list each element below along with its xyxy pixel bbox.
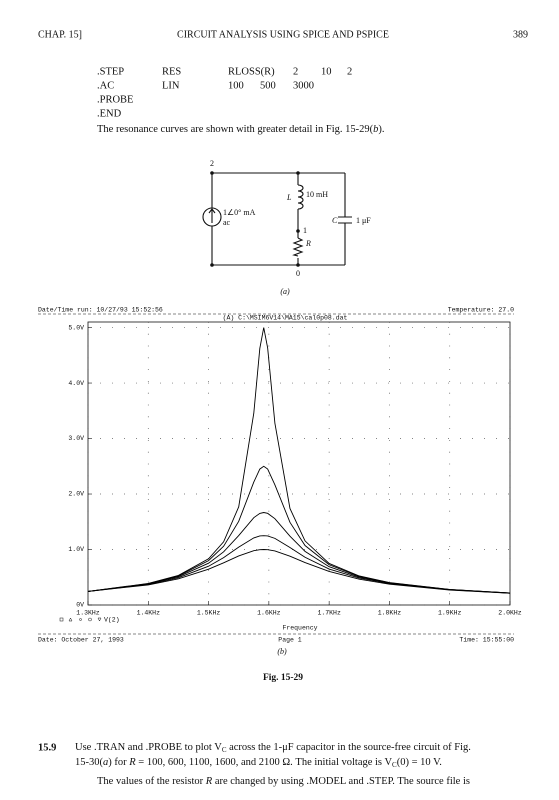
legend-symbol bbox=[68, 617, 73, 622]
x-tick-label: 1.3KHz bbox=[76, 610, 100, 617]
current-source bbox=[202, 207, 222, 227]
x-tick-label: 1.7KHz bbox=[317, 610, 341, 617]
legend-symbol bbox=[97, 617, 102, 622]
code-cell: .END bbox=[97, 108, 122, 119]
plot-header: Temperature: 27.0 bbox=[448, 307, 514, 314]
inductor bbox=[297, 184, 304, 210]
problem: 15.9 Use .TRAN and .PROBE to plot VC acr… bbox=[38, 742, 471, 768]
code-cell: LIN bbox=[162, 80, 180, 91]
plot-title: (A) C:\MSIM6V14\MA15\cal0p08.dat bbox=[223, 315, 348, 322]
plot-footer: Time: 15:55:00 bbox=[459, 637, 514, 644]
y-tick-label: 1.0V bbox=[68, 546, 84, 553]
x-tick-label: 1.6KHz bbox=[257, 610, 281, 617]
x-tick-label: 1.4KHz bbox=[137, 610, 161, 617]
problem-text: 15-30(a) for R = 100, 600, 1100, 1600, a… bbox=[75, 757, 442, 768]
source-arrow bbox=[208, 208, 216, 223]
intro: The resonance curves are shown with grea… bbox=[97, 124, 385, 135]
code: .STEP RES RLOSS(R) 2 10 2 .AC LIN 100 50… bbox=[97, 66, 352, 119]
x-tick-label: 1.9KHz bbox=[438, 610, 462, 617]
capacitor-label: C bbox=[332, 216, 338, 225]
code-cell: .STEP bbox=[97, 66, 124, 77]
code-cell: 2 bbox=[347, 66, 352, 77]
capacitor-value: 1 μF bbox=[356, 216, 371, 225]
x-tick-label: 2.0KHz bbox=[498, 610, 522, 617]
inductor-value: 10 mH bbox=[306, 190, 328, 199]
node-dot bbox=[296, 171, 300, 175]
y-tick-label: 2.0V bbox=[68, 491, 84, 498]
running-title: CIRCUIT ANALYSIS USING SPICE AND PSPICE bbox=[177, 29, 389, 40]
circuit-caption: (a) bbox=[280, 287, 290, 296]
page-number: 389 bbox=[513, 29, 528, 40]
y-tick-label: 0V bbox=[76, 602, 84, 609]
source-type: ac bbox=[223, 218, 231, 227]
y-tick-label: 4.0V bbox=[68, 380, 84, 387]
code-cell: 10 bbox=[321, 66, 332, 77]
code-cell: 3000 bbox=[293, 80, 314, 91]
problem-number: 15.9 bbox=[38, 742, 56, 753]
page-header: CHAP. 15] CIRCUIT ANALYSIS USING SPICE A… bbox=[38, 29, 528, 40]
capacitor bbox=[338, 216, 352, 224]
plot-footer: Page 1 bbox=[278, 637, 302, 644]
legend-symbol bbox=[78, 617, 83, 622]
x-axis-label: Frequency bbox=[282, 625, 317, 632]
legend-label: V(2) bbox=[104, 617, 120, 624]
chapter: CHAP. 15] bbox=[38, 29, 82, 40]
node-dot bbox=[210, 263, 214, 267]
node-label: 2 bbox=[210, 159, 214, 168]
node-dot bbox=[210, 171, 214, 175]
node-label: 1 bbox=[303, 226, 307, 235]
code-cell: 500 bbox=[260, 80, 276, 91]
legend: V(2) bbox=[59, 617, 120, 624]
series-line bbox=[87, 512, 511, 594]
code-cell: RLOSS(R) bbox=[228, 66, 275, 77]
code-cell: 100 bbox=[228, 80, 244, 91]
code-cell: .PROBE bbox=[97, 94, 133, 105]
node-dot bbox=[296, 263, 300, 267]
node-label: 0 bbox=[296, 269, 300, 278]
code-cell: 2 bbox=[293, 66, 298, 77]
series-line bbox=[87, 535, 511, 594]
closing-text: The values of the resistor R are changed… bbox=[97, 776, 470, 787]
figure-caption: Fig. 15-29 bbox=[263, 673, 303, 683]
circuit: 2 0 1 1∠0° mA ac L 10 mH R C 1 μF (a) bbox=[202, 159, 371, 296]
y-tick-label: 3.0V bbox=[68, 435, 84, 442]
x-tick-label: 1.5KHz bbox=[197, 610, 221, 617]
plot-header: Date/Time run: 10/27/93 15:52:56 bbox=[38, 307, 163, 314]
x-tick-label: 1.8KHz bbox=[378, 610, 402, 617]
y-tick-label: 5.0V bbox=[68, 324, 84, 331]
resistor bbox=[292, 237, 304, 257]
wires bbox=[211, 172, 346, 266]
legend-symbol bbox=[59, 617, 64, 622]
plot-frame bbox=[87, 321, 511, 606]
plot: Date/Time run: 10/27/93 15:52:56 (A) C:\… bbox=[38, 307, 522, 656]
code-cell: .AC bbox=[97, 80, 114, 91]
problem-text: Use .TRAN and .PROBE to plot VC across t… bbox=[75, 742, 471, 753]
node-dot bbox=[296, 229, 300, 233]
resistor-label: R bbox=[305, 239, 311, 248]
series-line bbox=[87, 549, 511, 594]
source-label: 1∠0° mA bbox=[223, 208, 256, 217]
code-cell: RES bbox=[162, 66, 181, 77]
series-line bbox=[87, 465, 511, 594]
plot-caption: (b) bbox=[277, 647, 287, 656]
plot-footer: Date: October 27, 1993 bbox=[38, 637, 124, 644]
inductor-label: L bbox=[286, 193, 292, 202]
legend-symbol bbox=[88, 617, 92, 622]
